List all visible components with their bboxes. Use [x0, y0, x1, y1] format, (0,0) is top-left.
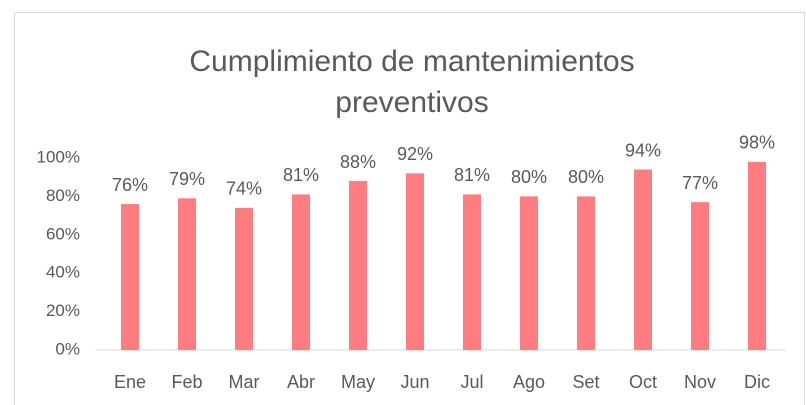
y-tick-label: 40% — [46, 263, 80, 282]
x-tick-label: Jul — [460, 372, 483, 392]
value-label: 81% — [283, 165, 319, 185]
bar — [235, 207, 253, 350]
y-tick-label: 100% — [37, 147, 80, 166]
value-label: 74% — [226, 179, 262, 199]
bar — [691, 202, 709, 350]
y-tick-label: 20% — [46, 301, 80, 320]
bar — [463, 194, 481, 350]
value-label: 77% — [682, 173, 718, 193]
value-label: 94% — [625, 140, 661, 160]
x-tick-label: Feb — [171, 372, 202, 392]
y-tick-label: 80% — [46, 186, 80, 205]
value-label: 88% — [340, 152, 376, 172]
chart-border — [14, 12, 805, 405]
value-label: 92% — [397, 144, 433, 164]
x-tick-label: Dic — [744, 372, 770, 392]
bar — [748, 161, 766, 350]
x-tick-label: Ene — [114, 372, 146, 392]
bar — [406, 173, 424, 350]
value-label: 98% — [739, 133, 775, 153]
x-tick-label: Oct — [629, 372, 657, 392]
bar — [349, 181, 367, 350]
bar — [121, 204, 139, 350]
x-tick-label: May — [341, 372, 375, 392]
x-tick-label: Ago — [513, 372, 545, 392]
chart-title: Cumplimiento de mantenimientos preventiv… — [189, 45, 635, 119]
value-label: 80% — [511, 167, 547, 187]
y-tick-label: 0% — [55, 339, 80, 358]
bar — [520, 196, 538, 350]
bar — [577, 196, 595, 350]
value-label: 79% — [169, 169, 205, 189]
x-tick-label: Set — [572, 372, 599, 392]
x-tick-label: Abr — [287, 372, 315, 392]
bar — [634, 169, 652, 350]
value-label: 81% — [454, 165, 490, 185]
bar — [178, 198, 196, 350]
value-label: 76% — [112, 175, 148, 195]
x-tick-label: Nov — [684, 372, 716, 392]
y-tick-label: 60% — [46, 224, 80, 243]
value-label: 80% — [568, 167, 604, 187]
bar — [292, 194, 310, 350]
x-tick-label: Jun — [400, 372, 429, 392]
x-tick-label: Mar — [229, 372, 260, 392]
